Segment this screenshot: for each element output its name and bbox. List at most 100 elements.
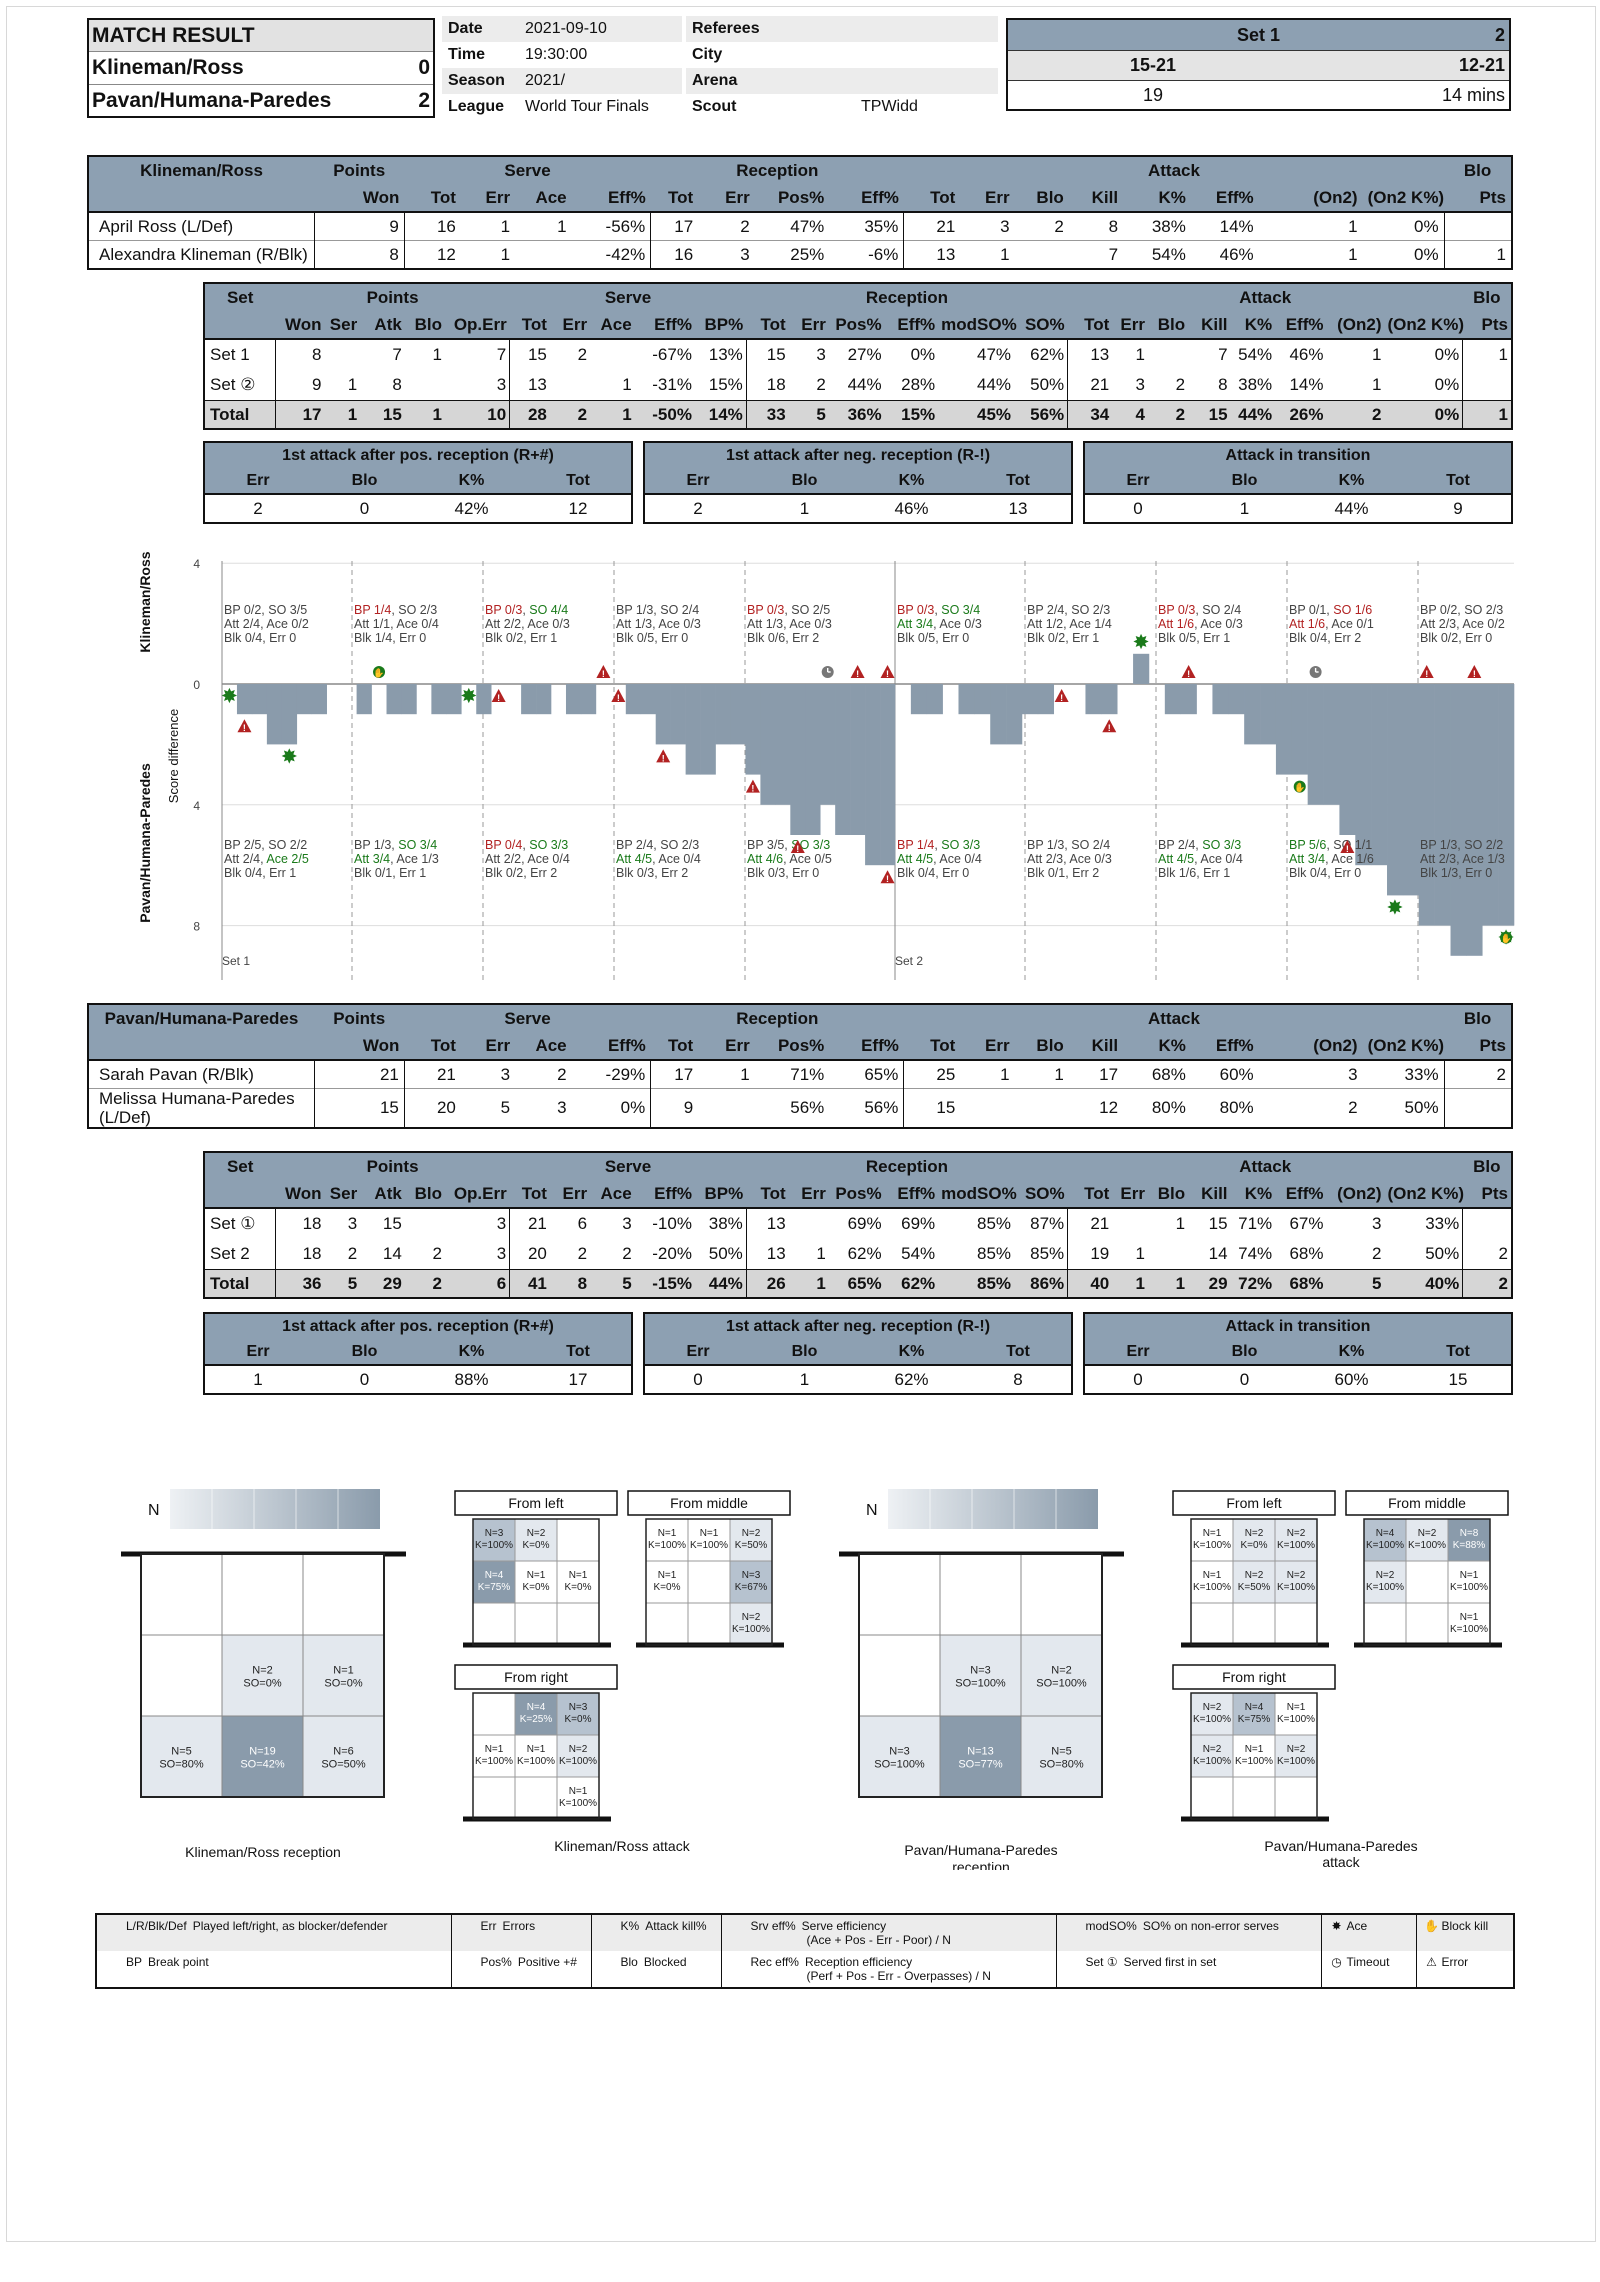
col-header: Pos% [777,187,825,207]
annotation-part: Att 1/3, Ace 0/3 [616,617,701,631]
score-bar [1402,684,1420,896]
stat-cell: 44% [1334,498,1369,518]
player-row: Alexandra Klineman (R/Blk) 8 12 1 -42% 16 3 25%… [88,240,1512,269]
stat-cell: 0 [1133,1369,1143,1389]
legend-cell: ⚠ Error [1415,1951,1514,1988]
stat-cell: 15 [903,1088,961,1128]
col-header: Kill [1091,1035,1119,1055]
attack-zone-kill: K=100% [1450,1624,1488,1635]
court-zone [140,1553,223,1636]
stat-cell: 8 [1218,375,1228,394]
score-bar [640,684,657,715]
attack-summary-table: 1st attack after pos. reception (R+#) Err… [203,1312,633,1395]
col-header: (On2) [1313,187,1358,207]
stat-cell: 3 [496,1214,507,1233]
error-icon: ! [790,840,805,854]
stat-cell: 72% [1238,1273,1273,1293]
attack-zone-kill: K=100% [475,1756,513,1767]
attack-zone [514,1602,558,1646]
attack-zone-kill: K=100% [1277,1714,1315,1725]
stat-cell: 56% [1030,404,1065,424]
stat-cell: 13% [708,345,743,364]
attack-zone [556,1602,600,1646]
stat-cell: 68% [1289,1244,1324,1263]
col-header: Won [362,187,400,207]
annotation-part: SO 3/3 [1202,838,1241,852]
legend-value: Block kill [1441,1919,1489,1933]
attack-zone-count: N=1 [1203,1570,1222,1581]
stat-cell: -15% [652,1273,692,1293]
col-header: Tot [566,1342,590,1360]
score-bar [1482,684,1499,926]
annotation-part: BP 1/3, SO 2/2 [1420,838,1503,852]
attack-zone-count: N=2 [742,1612,761,1623]
score-bar [1037,684,1055,715]
stat-cell: 40% [1425,1273,1460,1293]
legend-value: Errors [502,1919,536,1933]
stat-cell: 2 [253,498,263,518]
col-header: Tot [1084,314,1110,334]
stat-cell [550,370,590,401]
col-header: Eff% [897,314,936,334]
stat-cell: 71% [790,1064,825,1084]
legend-gradient [888,1489,1098,1529]
block-kill-icon: ✋ [1293,780,1306,793]
court-zone [221,1553,304,1636]
court-zone [939,1715,1022,1798]
legend-value-2: (Ace + Pos - Err - Poor) / N [806,1933,951,1947]
zone-so: SO=100% [1036,1678,1087,1690]
attack-zone-kill: K=50% [1238,1582,1271,1593]
score-bar [926,684,943,715]
stat-cell: 1 [1000,1064,1010,1084]
attack-zone-kill: K=100% [1193,1714,1231,1725]
col-header: Err [686,471,710,489]
team-name-header: Klineman/Ross [140,160,263,180]
stat-cell: 18 [274,1239,325,1270]
attack-zone-count: N=2 [1287,1528,1306,1539]
col-header: Won [362,1035,400,1055]
section-annotation: BP 0/2, SO 2/3 [1420,603,1503,617]
stat-cell: 88% [454,1369,489,1389]
attack-zone [1274,1776,1318,1820]
legend-key: K% [620,1919,640,1933]
stat-cell: 65% [847,1273,882,1293]
col-header: Pts [1481,314,1508,334]
attack-zone-count: N=4 [485,1570,504,1581]
col-header: Eff% [1215,1035,1254,1055]
section-annotation: BP 0/2, SO 3/5 [224,603,307,617]
stat-cell: 54% [901,1244,936,1263]
info-key: Arena [692,72,738,89]
stat-cell: 9 [313,212,405,241]
set-row: Set 2 18 2 14 2 3 20 2 2 -20% 50% 13 1 62% 54% 85% 85% 19… [204,1239,1512,1270]
y-tick-label: 0 [193,678,200,692]
section-annotation: Att 3/4, Ace 1/6 [1289,852,1374,866]
annotation-part: , Ace 0/1 [1325,617,1374,631]
attack-zone [1447,1560,1491,1604]
attack-zone-count: N=4 [1245,1702,1264,1713]
attack-outline [472,1518,600,1646]
info-key: League [448,98,505,115]
score-bar [401,684,417,715]
col-header: Err [562,1183,588,1203]
info-row: Date 2021-09-10 [442,16,682,42]
stat-cell [1443,212,1512,241]
attack-zone-kill: K=100% [1193,1540,1231,1551]
attack-zone-kill: K=100% [1408,1540,1446,1551]
svg-text:✸: ✸ [281,746,298,766]
col-header: Pts [1479,1035,1506,1055]
attack-zone-kill: K=75% [1238,1714,1271,1725]
col-header: Blo [1231,1342,1258,1360]
stat-cell: 3 [1000,216,1010,236]
section-annotation: Att 4/5, Ace 0/4 [1158,852,1243,866]
legend-key: Pos% [480,1955,512,1969]
stat-cell: 85% [977,1214,1012,1233]
attack-summary-table: Attack in transition Err Blo K% Tot 0 0 60% 15 [1083,1312,1513,1395]
col-header: Tot [930,187,956,207]
reception-group: Reception [865,287,949,307]
attack-zone [1405,1518,1449,1562]
stat-cell: 71% [1238,1214,1273,1233]
col-header: Err [246,1342,270,1360]
set-name: Set ① [210,1214,256,1233]
annotation-part: Att 1/3, Ace 0/3 [747,617,832,631]
section-annotation: Blk 0/1, Err 1 [354,866,426,880]
